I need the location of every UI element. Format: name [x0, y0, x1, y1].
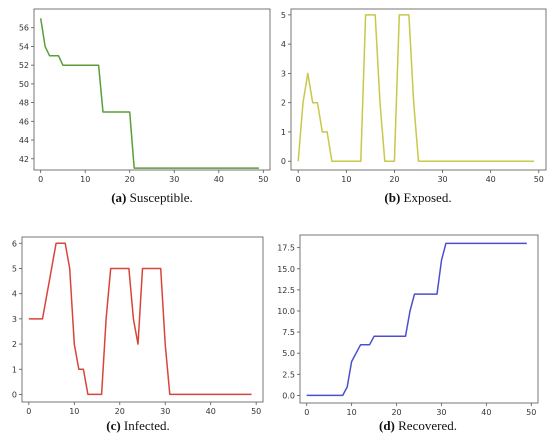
x-tick-label: 20 — [115, 407, 125, 415]
x-tick-label: 20 — [389, 175, 399, 184]
caption-text: Susceptible. — [126, 190, 193, 205]
x-tick-label: 40 — [486, 175, 496, 184]
x-tick-label: 20 — [125, 175, 135, 184]
x-tick-label: 40 — [214, 175, 224, 184]
y-tick-label: 2 — [12, 340, 17, 349]
y-tick-label: 4 — [12, 290, 17, 299]
y-tick-label: 0.0 — [282, 391, 295, 400]
y-tick-label: 12.5 — [277, 286, 295, 295]
x-tick-label: 0 — [38, 175, 43, 184]
x-tick-label: 10 — [80, 175, 90, 184]
x-tick-label: 50 — [534, 175, 544, 184]
chart-infected: 0 10 20 30 40 50 0 1 2 3 4 5 6 — [12, 236, 264, 415]
y-tick-label: 56 — [19, 24, 29, 33]
y-tick-label: 3 — [12, 315, 17, 324]
caption-tag: (b) — [384, 190, 401, 205]
x-tick-label: 40 — [206, 407, 216, 415]
caption-text: Infected. — [120, 418, 170, 433]
caption-exposed: (b) Exposed. — [288, 190, 548, 206]
y-tick-label: 3 — [281, 69, 286, 78]
y-tick-label: 5.0 — [282, 349, 295, 358]
y-tick-label: 1 — [12, 365, 17, 374]
caption-tag: (d) — [379, 418, 395, 433]
x-tick-label: 0 — [26, 407, 31, 415]
y-tick-label: 0 — [281, 157, 286, 166]
chart-recovered: 0 10 20 30 40 50 0.0 2.5 5.0 7.5 10.0 12.5 15.0 17.5 — [277, 234, 539, 415]
y-tick-label: 5 — [281, 11, 286, 20]
caption-text: Exposed. — [400, 190, 452, 205]
y-tick-label: 4 — [281, 40, 286, 49]
y-tick-label: 10.0 — [277, 307, 295, 316]
caption-text: Recovered. — [394, 418, 457, 433]
x-tick-label: 40 — [481, 408, 491, 415]
x-tick-label: 50 — [258, 175, 268, 184]
x-tick-label: 30 — [437, 175, 447, 184]
caption-recovered: (d) Recovered. — [288, 418, 548, 434]
series-line — [306, 242, 527, 397]
y-tick-label: 52 — [19, 61, 29, 70]
y-tick-label: 2 — [281, 99, 286, 108]
x-tick-label: 30 — [169, 175, 179, 184]
x-tick-label: 0 — [296, 175, 301, 184]
y-tick-label: 5 — [12, 264, 17, 273]
series-line — [39, 18, 259, 169]
x-tick-label: 10 — [347, 408, 357, 415]
series-line — [297, 14, 534, 162]
plot-frame — [33, 8, 271, 171]
y-tick-label: 44 — [19, 136, 29, 145]
y-tick-label: 0 — [12, 390, 17, 399]
y-tick-label: 15.0 — [277, 265, 295, 274]
x-tick-label: 0 — [304, 408, 309, 415]
y-tick-label: 50 — [19, 80, 29, 89]
y-tick-label: 17.5 — [277, 244, 295, 253]
chart-exposed: 0 10 20 30 40 50 0 1 2 3 4 5 — [281, 8, 547, 184]
x-tick-label: 10 — [341, 175, 351, 184]
x-tick-label: 50 — [251, 407, 261, 415]
x-tick-label: 30 — [160, 407, 170, 415]
x-tick-label: 20 — [391, 408, 401, 415]
y-tick-label: 46 — [19, 117, 29, 126]
y-tick-label: 48 — [19, 99, 29, 108]
x-tick-label: 30 — [436, 408, 446, 415]
y-tick-label: 54 — [19, 42, 29, 51]
x-tick-label: 50 — [526, 408, 536, 415]
chart-susceptible: 0 10 20 30 40 50 42 44 46 48 50 52 54 56 — [19, 8, 271, 184]
y-tick-label: 1 — [281, 128, 286, 137]
caption-infected: (c) Infected. — [8, 418, 268, 434]
y-tick-label: 6 — [12, 239, 17, 248]
plot-frame — [21, 236, 264, 403]
x-tick-label: 10 — [69, 407, 79, 415]
plot-frame — [290, 8, 547, 171]
y-tick-label: 2.5 — [282, 370, 295, 379]
caption-susceptible: (a) Susceptible. — [22, 190, 282, 206]
y-tick-label: 7.5 — [282, 328, 295, 337]
series-line — [28, 242, 252, 396]
caption-tag: (c) — [106, 418, 121, 433]
plot-frame — [299, 234, 539, 404]
y-tick-label: 42 — [19, 155, 29, 164]
caption-tag: (a) — [111, 190, 127, 205]
